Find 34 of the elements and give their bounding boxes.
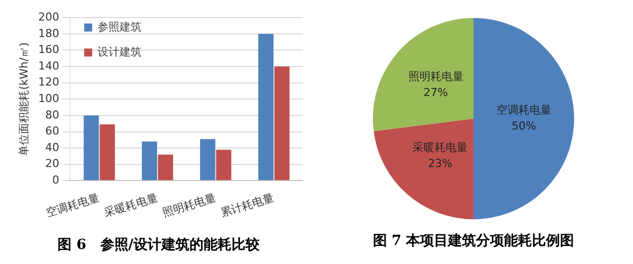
y-tick-label: 80 (45, 108, 60, 122)
x-tick-label: 照明耗电量 (160, 191, 218, 220)
y-tick-label: 120 (38, 76, 60, 89)
y-tick-label: 100 (38, 92, 60, 105)
y-tick-label: 0 (52, 174, 60, 187)
y-tick-label: 60 (45, 124, 60, 138)
slice-label: 采暖耗电量 (412, 141, 468, 154)
bar (274, 66, 290, 180)
x-tick-label: 采暖耗电量 (102, 191, 160, 220)
slice-label: 空调耗电量 (496, 103, 552, 116)
bar (142, 142, 158, 180)
y-tick-label: 140 (38, 59, 60, 72)
text: 图 6 参照/设计建筑的能耗比较 (58, 236, 260, 254)
y-tick-label: 200 (38, 10, 60, 24)
x-tick-label: 空调耗电量 (44, 191, 101, 220)
y-axis-title: 单位面积能耗(kWh/㎡) (17, 42, 30, 156)
bar (158, 154, 174, 180)
bar (84, 115, 99, 180)
text: 图 7 本项目建筑分项能耗比例图 (372, 233, 574, 250)
legend-label: 设计建筑 (98, 45, 142, 58)
y-tick-label: 20 (45, 157, 60, 170)
y-tick-label: 180 (38, 26, 60, 40)
bar (216, 150, 232, 180)
bar (200, 139, 216, 180)
data-label: 50% (512, 119, 536, 132)
data-label: 27% (424, 86, 448, 100)
y-tick-label: 40 (45, 140, 60, 154)
data-label: 23% (428, 157, 452, 170)
legend-label: 参照建筑 (98, 20, 142, 34)
x-tick-label: 累计耗电量 (219, 191, 276, 220)
bar (100, 124, 115, 180)
slice-label: 照明耗电量 (408, 70, 464, 84)
y-tick-label: 160 (38, 43, 60, 56)
bar (258, 34, 274, 180)
